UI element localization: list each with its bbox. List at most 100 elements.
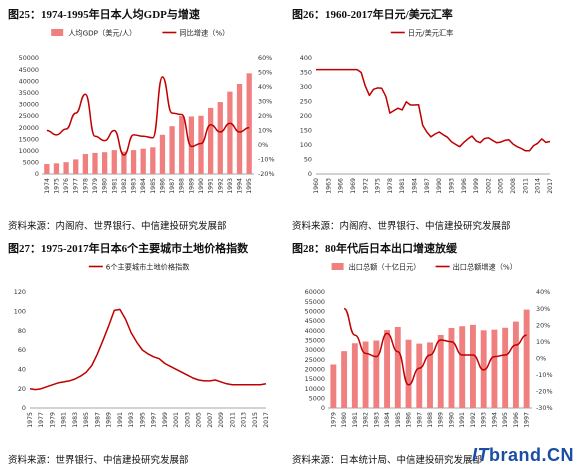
y-tick-label-right: 40% bbox=[536, 288, 550, 296]
x-tick-label: 1995 bbox=[246, 178, 253, 194]
x-tick-label: 1988 bbox=[427, 412, 434, 428]
x-tick-label: 1994 bbox=[491, 412, 498, 428]
x-tick-label: 1987 bbox=[94, 412, 101, 428]
bar bbox=[63, 162, 69, 174]
x-tick-label: 1972 bbox=[362, 178, 369, 194]
x-tick-label: 1979 bbox=[49, 412, 56, 428]
bar bbox=[362, 341, 369, 408]
x-tick-label: 1984 bbox=[412, 178, 419, 194]
y-tick-label: 80 bbox=[18, 327, 26, 335]
y-tick-label-left: 40000 bbox=[19, 77, 39, 85]
x-tick-label: 2007 bbox=[207, 412, 214, 428]
brand-watermark: ITbrand.CN bbox=[472, 445, 574, 465]
bar bbox=[502, 327, 509, 408]
bar bbox=[341, 351, 348, 408]
x-tick-label: 2005 bbox=[498, 178, 505, 194]
x-tick-label: 2001 bbox=[173, 412, 180, 428]
x-tick-label: 1986 bbox=[406, 412, 413, 428]
y-tick-label-left: 5000 bbox=[23, 159, 39, 167]
series-line bbox=[29, 308, 267, 391]
y-tick-label: 20 bbox=[18, 385, 26, 393]
bar bbox=[351, 343, 358, 408]
y-tick-label-right: 60% bbox=[258, 54, 272, 62]
y-tick-label-left: 50000 bbox=[305, 308, 325, 316]
x-tick-label: 1987 bbox=[424, 178, 431, 194]
x-tick-label: 1995 bbox=[502, 412, 509, 428]
x-tick-label: 1989 bbox=[106, 412, 113, 428]
y-tick-label: 300 bbox=[300, 83, 312, 91]
chart-title-land: 图27：1975-2017年日本6个主要城市土地价格指数 bbox=[8, 243, 249, 255]
legend-label: 日元/美元汇率 bbox=[408, 29, 454, 38]
x-tick-label: 1974 bbox=[44, 178, 51, 194]
x-tick-label: 1983 bbox=[72, 412, 79, 428]
x-tick-label: 1982 bbox=[363, 412, 370, 428]
bar bbox=[427, 342, 433, 408]
bar bbox=[373, 340, 380, 408]
x-tick-label: 1991 bbox=[459, 412, 466, 428]
x-tick-label: 1960 bbox=[313, 178, 320, 194]
x-tick-label: 2017 bbox=[547, 178, 554, 194]
chart-land: 0 20 40 60 80 100 120 1975 1977 1979 1981 1983 1985 1… bbox=[14, 263, 270, 428]
bar bbox=[53, 163, 60, 174]
bar bbox=[246, 73, 252, 174]
x-tick-label: 1978 bbox=[82, 178, 89, 194]
series-line bbox=[46, 76, 250, 156]
x-tick-label: 1990 bbox=[198, 178, 205, 194]
x-tick-label: 1975 bbox=[27, 412, 34, 428]
y-tick-label: 100 bbox=[300, 141, 312, 149]
x-tick-label: 1977 bbox=[38, 412, 45, 428]
y-tick-label: 350 bbox=[300, 69, 312, 77]
y-tick-label: 150 bbox=[300, 127, 312, 135]
x-tick-label: 2015 bbox=[252, 412, 259, 428]
x-tick-label: 1989 bbox=[188, 178, 195, 194]
source-note-gdp: 资料来源：内阁府、世界银行、中信建投研究发展部 bbox=[8, 222, 227, 232]
x-tick-label: 1980 bbox=[102, 178, 109, 194]
y-tick-label-right: -10% bbox=[536, 371, 553, 379]
x-tick-label: 1963 bbox=[325, 178, 332, 194]
x-tick-label: 1979 bbox=[92, 178, 99, 194]
x-tick-label: 2003 bbox=[184, 412, 191, 428]
legend-label: 同比增速（%） bbox=[179, 29, 229, 38]
x-tick-label: 1999 bbox=[473, 178, 480, 194]
x-tick-label: 1997 bbox=[524, 412, 531, 428]
series-line bbox=[316, 68, 551, 152]
legend-swatch bbox=[331, 263, 344, 270]
y-tick-label: 40 bbox=[18, 366, 26, 374]
x-tick-label: 1982 bbox=[121, 178, 128, 194]
bar bbox=[150, 147, 156, 174]
source-note-land: 资料来源：世界银行、中信建投研究发展部 bbox=[8, 456, 189, 466]
x-tick-label: 2014 bbox=[535, 178, 542, 194]
y-tick-label-left: 15000 bbox=[19, 135, 39, 143]
bar bbox=[227, 91, 233, 174]
bar bbox=[469, 324, 476, 408]
chart-gdp: 0 5000 10000 15000 20000 25000 30000 35000 40000… bbox=[19, 29, 275, 194]
x-tick-label: 1996 bbox=[461, 178, 468, 194]
y-tick-label-right: 20% bbox=[258, 112, 272, 120]
bar bbox=[159, 134, 166, 174]
x-tick-label: 1995 bbox=[139, 412, 146, 428]
y-tick-label-right: 30% bbox=[258, 98, 272, 106]
x-tick-label: 1986 bbox=[159, 178, 166, 194]
bar bbox=[437, 334, 444, 408]
bar bbox=[448, 327, 455, 408]
x-tick-label: 1987 bbox=[169, 178, 176, 194]
bar bbox=[384, 330, 391, 408]
bar bbox=[523, 309, 530, 408]
y-tick-label-right: 50% bbox=[258, 69, 272, 77]
y-tick-label: 60 bbox=[18, 346, 26, 354]
y-tick-label: 250 bbox=[300, 98, 312, 106]
chart-title-fx: 图26：1960-2017年日元/美元汇率 bbox=[292, 9, 453, 21]
x-tick-label: 1985 bbox=[150, 178, 157, 194]
y-tick-label-left: 25000 bbox=[305, 356, 325, 364]
x-tick-label: 1984 bbox=[384, 412, 391, 428]
y-tick-label-right: 10% bbox=[258, 127, 272, 135]
bar bbox=[169, 126, 175, 174]
x-tick-label: 1992 bbox=[217, 178, 224, 194]
bar bbox=[179, 116, 185, 174]
y-tick-label-right: 0% bbox=[258, 141, 268, 149]
legend-label: 出口总额（十亿日元） bbox=[349, 263, 421, 272]
y-tick-label-right: -10% bbox=[258, 156, 275, 164]
source-note-fx: 资料来源：内阁府、世界银行、中信建投研究发展部 bbox=[292, 222, 511, 232]
x-tick-label: 1996 bbox=[513, 412, 520, 428]
x-tick-label: 1999 bbox=[162, 412, 169, 428]
